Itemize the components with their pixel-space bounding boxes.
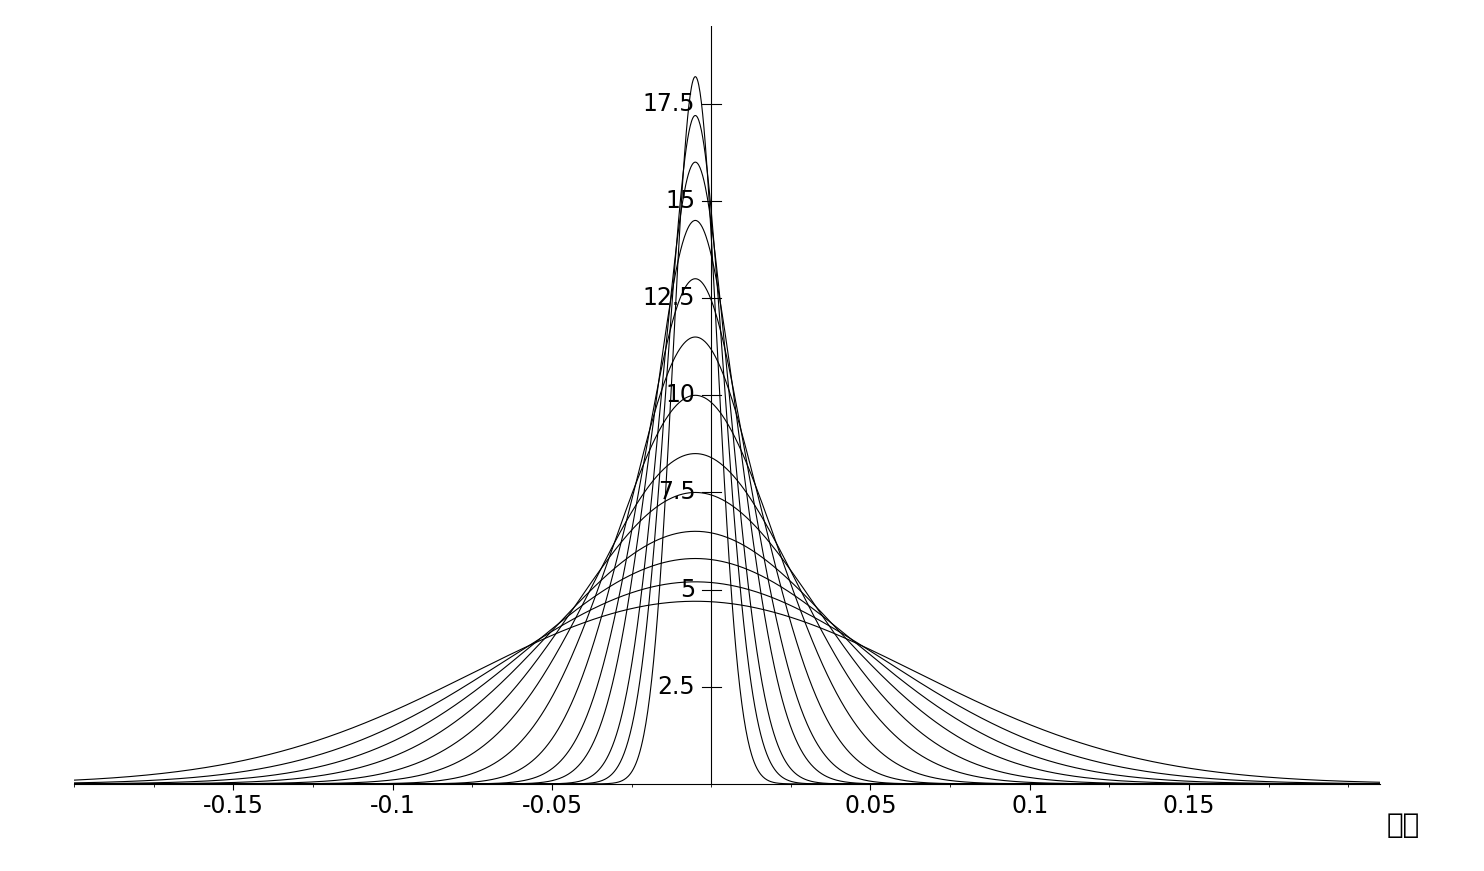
Text: 弧度: 弧度 xyxy=(1386,811,1420,839)
Text: 12.5: 12.5 xyxy=(643,287,696,310)
Text: 15: 15 xyxy=(665,189,696,213)
Text: 2.5: 2.5 xyxy=(657,675,696,699)
Text: 5: 5 xyxy=(680,577,696,602)
Text: 7.5: 7.5 xyxy=(657,481,696,504)
Text: 10: 10 xyxy=(665,383,696,408)
Text: 17.5: 17.5 xyxy=(643,91,696,116)
